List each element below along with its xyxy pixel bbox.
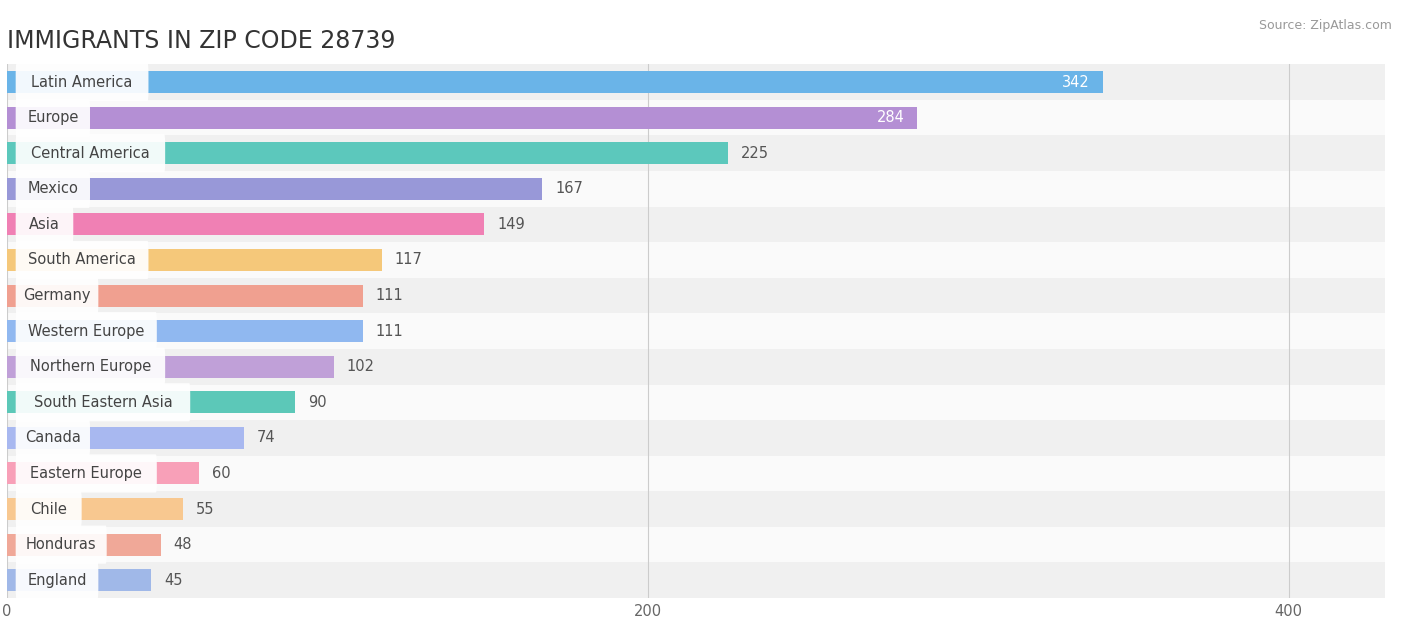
Bar xyxy=(7,392,295,413)
FancyBboxPatch shape xyxy=(15,98,90,137)
Bar xyxy=(7,498,183,520)
Text: 45: 45 xyxy=(165,573,183,588)
Bar xyxy=(7,71,1102,93)
Text: 342: 342 xyxy=(1063,75,1090,89)
FancyBboxPatch shape xyxy=(15,170,90,208)
Bar xyxy=(7,320,363,342)
FancyBboxPatch shape xyxy=(15,276,98,314)
Bar xyxy=(7,285,363,307)
FancyBboxPatch shape xyxy=(15,561,98,599)
FancyBboxPatch shape xyxy=(15,205,73,244)
Text: Mexico: Mexico xyxy=(27,181,79,196)
Bar xyxy=(7,356,333,377)
Bar xyxy=(7,427,245,449)
Bar xyxy=(7,456,1385,491)
Bar xyxy=(7,313,1385,349)
Text: Europe: Europe xyxy=(27,110,79,125)
Text: Western Europe: Western Europe xyxy=(28,323,145,339)
Text: 102: 102 xyxy=(347,359,374,374)
FancyBboxPatch shape xyxy=(15,63,149,101)
Text: Canada: Canada xyxy=(25,430,80,446)
FancyBboxPatch shape xyxy=(15,490,82,528)
FancyBboxPatch shape xyxy=(15,455,157,493)
Text: 149: 149 xyxy=(498,217,524,232)
Text: England: England xyxy=(27,573,87,588)
Text: 90: 90 xyxy=(308,395,326,410)
Bar xyxy=(7,242,1385,278)
Text: 284: 284 xyxy=(876,110,904,125)
Bar xyxy=(7,142,728,164)
FancyBboxPatch shape xyxy=(15,348,165,386)
Text: 111: 111 xyxy=(375,323,404,339)
Bar xyxy=(7,100,1385,136)
Bar xyxy=(7,249,382,271)
Text: 111: 111 xyxy=(375,288,404,303)
Text: 74: 74 xyxy=(257,430,276,446)
Text: Chile: Chile xyxy=(30,502,67,516)
Bar xyxy=(7,534,160,556)
Text: Asia: Asia xyxy=(30,217,60,232)
Bar xyxy=(7,136,1385,171)
FancyBboxPatch shape xyxy=(15,312,157,350)
FancyBboxPatch shape xyxy=(15,383,190,421)
Text: Germany: Germany xyxy=(24,288,91,303)
Text: Source: ZipAtlas.com: Source: ZipAtlas.com xyxy=(1258,19,1392,32)
Bar xyxy=(7,491,1385,527)
Text: 117: 117 xyxy=(395,253,423,267)
FancyBboxPatch shape xyxy=(15,241,149,279)
Text: South America: South America xyxy=(28,253,136,267)
Text: 48: 48 xyxy=(174,537,193,552)
Text: 60: 60 xyxy=(212,466,231,481)
Bar xyxy=(7,107,917,129)
Bar xyxy=(7,178,543,200)
Bar xyxy=(7,64,1385,100)
Bar xyxy=(7,462,200,484)
Text: 55: 55 xyxy=(195,502,215,516)
Text: Latin America: Latin America xyxy=(31,75,132,89)
Bar xyxy=(7,213,485,235)
Bar xyxy=(7,206,1385,242)
Bar xyxy=(7,171,1385,206)
Bar xyxy=(7,420,1385,456)
Text: Central America: Central America xyxy=(31,146,150,161)
Bar xyxy=(7,527,1385,563)
Bar xyxy=(7,569,152,591)
Bar xyxy=(7,563,1385,598)
Text: Eastern Europe: Eastern Europe xyxy=(31,466,142,481)
Text: Northern Europe: Northern Europe xyxy=(30,359,150,374)
Bar xyxy=(7,278,1385,313)
Text: Honduras: Honduras xyxy=(25,537,97,552)
Text: 167: 167 xyxy=(555,181,583,196)
Text: 225: 225 xyxy=(741,146,769,161)
FancyBboxPatch shape xyxy=(15,134,165,172)
Text: IMMIGRANTS IN ZIP CODE 28739: IMMIGRANTS IN ZIP CODE 28739 xyxy=(7,29,395,53)
FancyBboxPatch shape xyxy=(15,525,107,564)
Bar xyxy=(7,349,1385,385)
FancyBboxPatch shape xyxy=(15,419,90,457)
Text: South Eastern Asia: South Eastern Asia xyxy=(34,395,173,410)
Bar xyxy=(7,385,1385,420)
